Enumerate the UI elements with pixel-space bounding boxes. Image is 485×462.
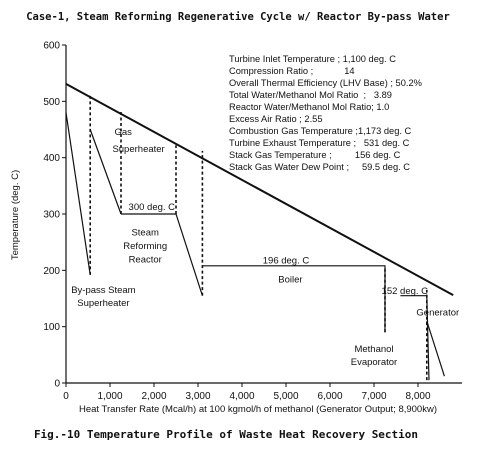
y-tick-label: 500 bbox=[43, 97, 60, 108]
x-tick-label: 6,000 bbox=[317, 391, 342, 402]
y-tick-label: 600 bbox=[43, 41, 60, 52]
annotation-label: 300 deg. C bbox=[129, 202, 176, 213]
y-tick-label: 100 bbox=[43, 322, 60, 333]
dashed-connectors bbox=[89, 95, 428, 381]
info-line: Reactor Water/Methanol Mol Ratio; 1.0 bbox=[229, 102, 389, 112]
x-tick-label: 4,000 bbox=[229, 391, 254, 402]
info-block: Turbine Inlet Temperature ; 1,100 deg. C… bbox=[229, 54, 422, 172]
annotation-label: Evaporator bbox=[351, 357, 397, 368]
annotation-label: By-pass Steam bbox=[71, 285, 135, 296]
x-tick-label: 0 bbox=[63, 391, 69, 402]
y-tick-label: 300 bbox=[43, 210, 60, 221]
figure-caption: Fig.-10 Temperature Profile of Waste Hea… bbox=[34, 428, 418, 441]
axes: 0 100 200 300 400 500 600 0 1,000 2,000 3,000 4,000… bbox=[43, 41, 462, 402]
annotation-label: Boiler bbox=[278, 275, 302, 286]
x-tick-label: 2,000 bbox=[141, 391, 166, 402]
annotation-label: Methanol bbox=[354, 344, 393, 355]
info-line: Compression Ratio ; 14 bbox=[229, 66, 355, 76]
y-axis-label: Temperature (deg. C) bbox=[10, 170, 21, 260]
annotations: Gas Superheater 300 deg. C Steam Reforming Re… bbox=[71, 127, 459, 368]
x-axis-label: Heat Transfer Rate (Mcal/h) at 100 kgmol… bbox=[79, 404, 437, 415]
x-tick-label: 7,000 bbox=[361, 391, 386, 402]
x-tick-label: 8,000 bbox=[405, 391, 430, 402]
x-tick-label: 3,000 bbox=[185, 391, 210, 402]
series-line-gas-superheater bbox=[89, 129, 122, 215]
series-line-generator bbox=[426, 320, 445, 377]
annotation-label: Steam bbox=[131, 227, 159, 238]
annotation-label: Gas bbox=[114, 127, 132, 138]
annotation-label: Superheater bbox=[112, 144, 164, 155]
x-tick-label: 5,000 bbox=[273, 391, 298, 402]
y-tick-label: 400 bbox=[43, 153, 60, 164]
x-tick-label: 1,000 bbox=[97, 391, 122, 402]
y-tick-label: 200 bbox=[43, 266, 60, 277]
info-line: Total Water/Methanol Mol Ratio ; 3.89 bbox=[229, 90, 392, 100]
chart-title: Case-1, Steam Reforming Regenerative Cyc… bbox=[26, 11, 450, 23]
annotation-label: 152 deg. C bbox=[382, 286, 429, 297]
annotation-label: Reforming bbox=[123, 241, 167, 252]
series-line-hot-gas bbox=[65, 83, 454, 296]
info-line: Combustion Gas Temperature ;1,173 deg. C bbox=[229, 126, 412, 136]
y-tick-label: 0 bbox=[54, 379, 60, 390]
info-line: Stack Gas Water Dew Point ; 59.5 deg. C bbox=[229, 162, 410, 172]
annotation-label: Generator bbox=[416, 307, 459, 318]
info-line: Excess Air Ratio ; 2.55 bbox=[229, 114, 323, 124]
annotation-label: Superheater bbox=[77, 298, 129, 309]
series-line-bypass-steam-superheater bbox=[65, 112, 91, 275]
info-line: Stack Gas Temperature ; 156 deg. C bbox=[229, 150, 401, 160]
info-line: Overall Thermal Efficiency (LHV Base) ; … bbox=[229, 78, 422, 88]
annotation-label: 196 deg. C bbox=[263, 256, 310, 267]
annotation-label: Reactor bbox=[129, 254, 162, 265]
info-line: Turbine Inlet Temperature ; 1,100 deg. C bbox=[229, 54, 396, 64]
info-line: Turbine Exhaust Temperature ; 531 deg. C bbox=[229, 138, 410, 148]
